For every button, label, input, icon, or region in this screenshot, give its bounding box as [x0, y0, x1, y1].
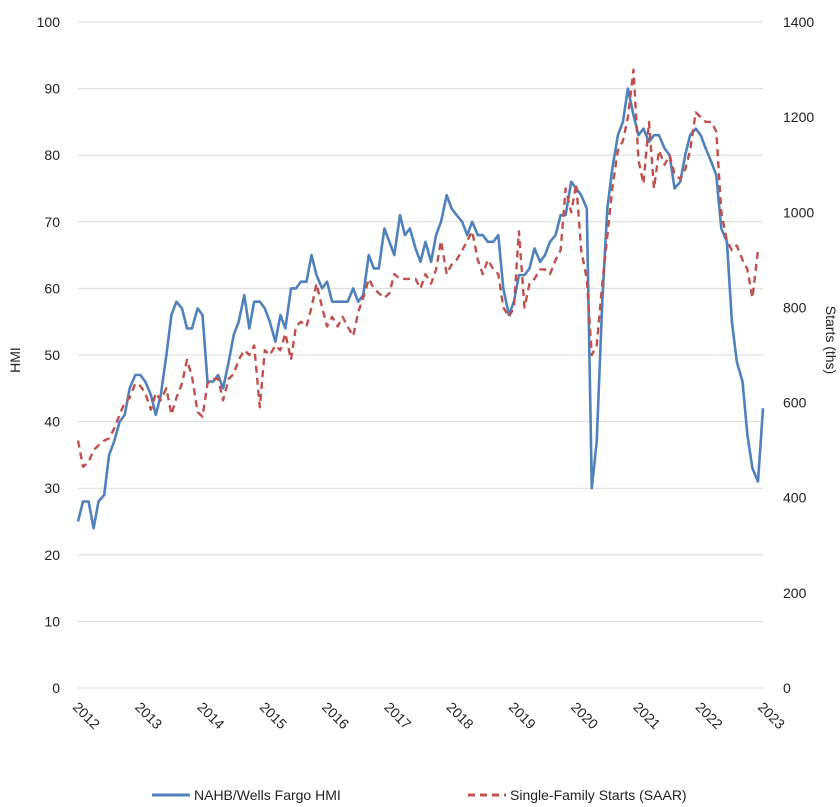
- x-tick-label: 2017: [381, 699, 414, 732]
- y-right-tick-label: 400: [783, 490, 807, 506]
- right-axis-ticks: 0 200 400 600 800 1000 1200 1400: [783, 14, 814, 696]
- series-line-hmi: [76, 87, 765, 530]
- y-left-tick-label: 100: [37, 14, 61, 30]
- x-tick-label: 2014: [194, 699, 227, 732]
- y-left-tick-label: 40: [44, 414, 60, 430]
- y-left-tick-label: 90: [44, 81, 60, 97]
- legend-label-hmi: NAHB/Wells Fargo HMI: [194, 787, 341, 803]
- x-tick-label: 2013: [132, 699, 165, 732]
- gridlines: [78, 21, 763, 689]
- x-tick-label: 2015: [257, 699, 290, 732]
- x-tick-label: 2016: [319, 699, 352, 732]
- legend-label-starts: Single-Family Starts (SAAR): [510, 787, 687, 803]
- y-right-tick-label: 1200: [783, 109, 814, 125]
- y-left-tick-label: 60: [44, 280, 60, 296]
- x-tick-label: 2021: [630, 699, 663, 732]
- x-tick-label: 2012: [70, 699, 103, 732]
- series-line-single-family-starts: [76, 68, 760, 468]
- x-tick-label: 2022: [693, 699, 726, 732]
- y-right-tick-label: 800: [783, 299, 807, 315]
- legend: NAHB/Wells Fargo HMI Single-Family Start…: [152, 787, 687, 803]
- x-tick-label: 2023: [755, 699, 788, 732]
- y-right-axis-title: Starts (ths): [823, 306, 839, 374]
- y-left-tick-label: 30: [44, 480, 60, 496]
- y-right-tick-label: 0: [783, 680, 791, 696]
- y-left-tick-label: 50: [44, 347, 60, 363]
- x-tick-label: 2018: [444, 699, 477, 732]
- y-right-tick-label: 1400: [783, 14, 814, 30]
- y-left-tick-label: 20: [44, 547, 60, 563]
- y-left-tick-label: 0: [52, 680, 60, 696]
- y-right-tick-label: 1000: [783, 204, 814, 220]
- y-right-tick-label: 600: [783, 395, 807, 411]
- series-lines: [76, 68, 765, 530]
- y-left-tick-label: 80: [44, 147, 60, 163]
- x-tick-label: 2019: [506, 699, 539, 732]
- y-left-tick-label: 70: [44, 214, 60, 230]
- x-tick-label: 2020: [568, 699, 601, 732]
- left-axis-ticks: 0 10 20 30 40 50 60 70 80 90 100: [37, 14, 61, 696]
- y-right-tick-label: 200: [783, 585, 807, 601]
- y-left-axis-title: HMI: [7, 347, 23, 373]
- y-left-tick-label: 10: [44, 613, 60, 629]
- x-axis-ticks: 2012 2013 2014 2015 2016 2017 2018 2019 2020 2021…: [70, 699, 788, 732]
